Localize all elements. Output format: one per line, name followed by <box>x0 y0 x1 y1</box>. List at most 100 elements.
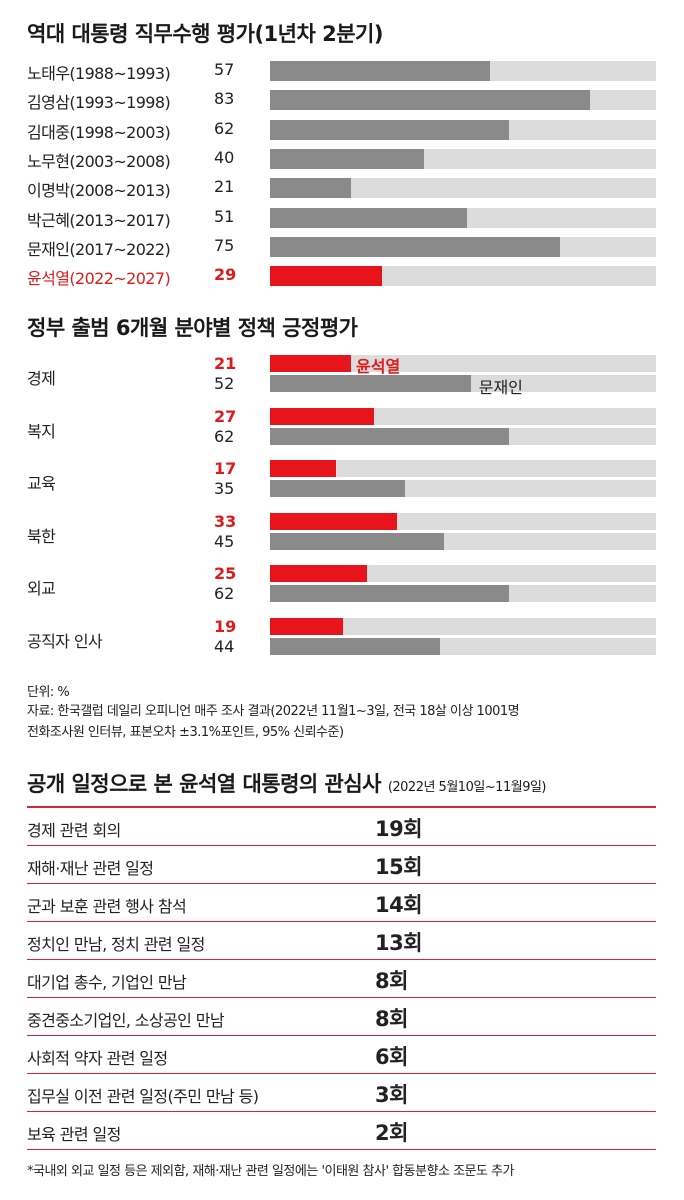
bar-track <box>270 585 656 602</box>
value-moon: 44 <box>214 636 235 656</box>
bar <box>270 236 560 257</box>
schedule-row: 보육 관련 일정 2회 <box>27 1112 656 1150</box>
category-label: 교육 <box>27 474 56 493</box>
schedule-row: 사회적 약자 관련 일정 6회 <box>27 1036 656 1074</box>
bar-track <box>270 480 656 497</box>
bar-value: 51 <box>214 206 235 226</box>
value-yoon: 19 <box>214 616 237 636</box>
schedule-count: 8회 <box>375 969 408 993</box>
value-moon: 52 <box>214 374 235 393</box>
schedule-count: 6회 <box>375 1045 408 1069</box>
bar <box>270 148 425 169</box>
schedule-count: 8회 <box>375 1007 408 1031</box>
bar <box>270 90 591 111</box>
schedule-row: 대기업 총수, 기업인 만남 8회 <box>27 960 656 998</box>
value-moon: 62 <box>214 426 235 446</box>
bar <box>270 119 510 140</box>
bar-value: 40 <box>214 147 235 167</box>
bar-moon <box>270 585 510 602</box>
schedule-count: 2회 <box>375 1121 408 1145</box>
bar-track <box>270 355 656 372</box>
category-label: 복지 <box>27 421 56 441</box>
schedule-row: 집무실 이전 관련 일정(주민 만남 등) 3회 <box>27 1074 656 1112</box>
bar-track <box>270 148 656 169</box>
bar-track <box>270 375 656 392</box>
schedule-label: 경제 관련 회의 <box>27 821 121 840</box>
schedule-title-text: 공개 일정으로 본 윤석열 대통령의 관심사 <box>27 772 382 796</box>
bar-label: 김대중(1998~2003) <box>27 122 171 142</box>
bar-value: 62 <box>214 118 235 138</box>
bar-track <box>270 266 656 287</box>
schedule-top-rule <box>27 806 656 808</box>
value-yoon: 27 <box>214 406 237 426</box>
bar-value: 83 <box>214 89 235 109</box>
schedule-row: 경제 관련 회의 19회 <box>27 808 656 846</box>
schedule-count: 3회 <box>375 1083 408 1107</box>
schedule-row: 군과 보훈 관련 행사 참석 14회 <box>27 884 656 922</box>
schedule-label: 정치인 만남, 정치 관련 일정 <box>27 935 205 954</box>
bar-yoon <box>270 407 375 425</box>
bar-track <box>270 207 656 228</box>
schedule-count: 15회 <box>375 855 423 879</box>
schedule-count: 19회 <box>375 817 423 841</box>
bar-moon <box>270 637 440 655</box>
bar-track <box>270 236 656 257</box>
bar-track <box>270 427 656 445</box>
bar-yoon <box>270 355 352 372</box>
value-yoon: 33 <box>214 511 237 531</box>
bar <box>270 61 490 81</box>
bar-label: 김영삼(1993~1998) <box>27 93 171 113</box>
schedule-title: 공개 일정으로 본 윤석열 대통령의 관심사 (2022년 5월10일~11월9… <box>27 768 547 798</box>
schedule-count: 13회 <box>375 931 423 955</box>
bar-label: 윤석열(2022~2027) <box>27 269 171 289</box>
category-label: 공직자 인사 <box>27 631 103 651</box>
category-label: 북한 <box>27 526 56 546</box>
bar-moon <box>270 427 510 445</box>
bar-label: 노태우(1988~1993) <box>27 64 171 83</box>
bar-track <box>270 90 656 111</box>
bar-track <box>270 61 656 81</box>
bar-value: 29 <box>214 265 237 285</box>
bar-track <box>270 460 656 477</box>
bar-yoon <box>270 460 336 477</box>
bar-yoon <box>270 565 367 582</box>
bar-yoon <box>270 617 344 635</box>
schedule-label: 중견중소기업인, 소상공인 만남 <box>27 1011 225 1030</box>
schedule-label: 사회적 약자 관련 일정 <box>27 1049 168 1068</box>
bar-track <box>270 637 656 655</box>
bar-track <box>270 532 656 550</box>
schedule-count: 14회 <box>375 893 423 917</box>
bar-track <box>270 178 656 199</box>
category-label: 외교 <box>27 579 56 598</box>
schedule-label: 재해·재난 관련 일정 <box>27 859 154 878</box>
value-moon: 62 <box>214 584 235 603</box>
chart2-title: 정부 출범 6개월 분야별 정책 긍정평가 <box>27 316 358 340</box>
bar-moon <box>270 532 444 550</box>
unit-note: 단위: % <box>27 685 70 700</box>
category-label: 경제 <box>27 369 56 388</box>
value-yoon: 17 <box>214 459 237 478</box>
bar-yoon <box>270 512 398 530</box>
schedule-row: 정치인 만남, 정치 관련 일정 13회 <box>27 922 656 960</box>
schedule-label: 집무실 이전 관련 일정(주민 만남 등) <box>27 1087 259 1106</box>
value-yoon: 21 <box>214 354 237 373</box>
schedule-footnote: *국내외 외교 일정 등은 제외함, 재해·재난 관련 일정에는 '이태원 참사… <box>27 1164 515 1179</box>
bar-track <box>270 407 656 425</box>
bar-value: 75 <box>214 235 235 255</box>
schedule-label: 보육 관련 일정 <box>27 1125 121 1144</box>
bar-value: 21 <box>214 177 235 197</box>
bar-moon <box>270 375 471 392</box>
bar-label: 박근혜(2013~2017) <box>27 210 171 230</box>
schedule-period: (2022년 5월10일~11월9일) <box>387 780 547 795</box>
bar-label: 노무현(2003~2008) <box>27 151 171 171</box>
schedule-row: 중견중소기업인, 소상공인 만남 8회 <box>27 998 656 1036</box>
schedule-label: 대기업 총수, 기업인 만남 <box>27 973 187 992</box>
bar-track <box>270 617 656 635</box>
bar-track <box>270 119 656 140</box>
value-moon: 35 <box>214 479 235 498</box>
chart1-title: 역대 대통령 직무수행 평가(1년차 2분기) <box>27 22 383 46</box>
bar <box>270 178 352 199</box>
schedule-label: 군과 보훈 관련 행사 참석 <box>27 897 187 916</box>
bar-moon <box>270 480 406 497</box>
bar <box>270 207 467 228</box>
